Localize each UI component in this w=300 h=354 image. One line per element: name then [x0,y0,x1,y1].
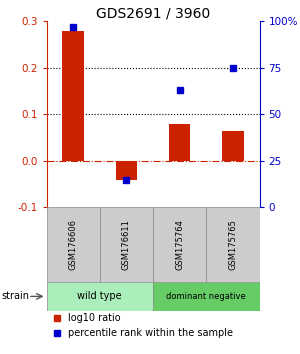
Bar [46,282,153,311]
Text: GSM176611: GSM176611 [122,219,131,270]
Text: log10 ratio: log10 ratio [68,313,120,323]
Text: GSM176606: GSM176606 [69,219,78,270]
Text: GSM175765: GSM175765 [228,219,237,270]
Bar [46,207,100,282]
Text: GSM175764: GSM175764 [175,219,184,270]
Bar [116,161,137,179]
Bar [62,30,84,161]
Bar [169,124,190,161]
Text: dominant negative: dominant negative [167,292,246,301]
Bar [153,207,206,282]
Title: GDS2691 / 3960: GDS2691 / 3960 [96,6,210,20]
Text: wild type: wild type [77,291,122,301]
Bar [153,282,260,311]
Text: strain: strain [1,291,29,301]
Bar [100,207,153,282]
Bar [222,131,244,161]
Text: percentile rank within the sample: percentile rank within the sample [68,327,233,338]
Bar [206,207,260,282]
